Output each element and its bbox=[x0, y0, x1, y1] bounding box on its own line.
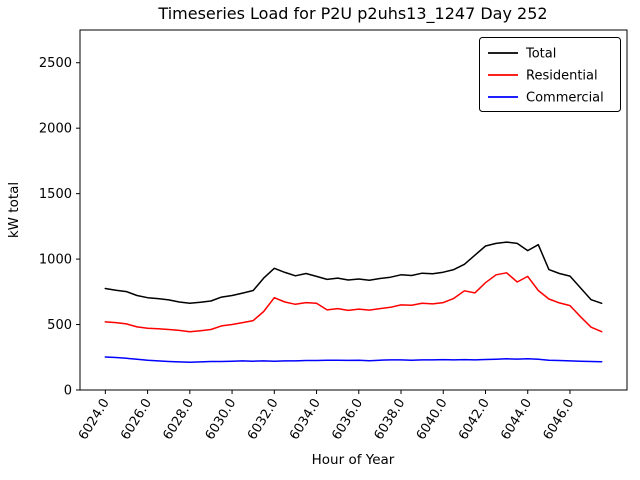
y-tick-label: 0 bbox=[64, 384, 72, 399]
x-tick-label: 6032.0 bbox=[245, 396, 282, 443]
x-tick-label: 6026.0 bbox=[118, 396, 155, 443]
x-tick-label: 6034.0 bbox=[287, 396, 324, 443]
legend-label-commercial: Commercial bbox=[526, 91, 604, 106]
x-tick-label: 6046.0 bbox=[541, 396, 578, 443]
y-tick-label: 1000 bbox=[39, 253, 72, 268]
axes-spines bbox=[79, 29, 628, 391]
x-tick-label: 6024.0 bbox=[76, 396, 113, 443]
legend: Total Residential Commercial bbox=[479, 37, 621, 112]
legend-frame bbox=[479, 37, 621, 112]
legend-label-residential: Residential bbox=[526, 69, 598, 84]
series-lines bbox=[104, 241, 603, 363]
x-axis-label: Hour of Year bbox=[312, 452, 395, 468]
legend-label-total: Total bbox=[525, 47, 556, 62]
x-tick-label: 6038.0 bbox=[372, 396, 409, 443]
x-tick-label: 6036.0 bbox=[329, 396, 366, 443]
chart-title: Timeseries Load for P2U p2uhs13_1247 Day… bbox=[157, 4, 547, 24]
x-tick-label: 6028.0 bbox=[160, 396, 197, 443]
y-tick-label: 2500 bbox=[39, 56, 72, 71]
series-line-residential bbox=[104, 272, 603, 333]
y-tick-label: 1500 bbox=[39, 187, 72, 202]
y-tick-label: 500 bbox=[47, 318, 72, 333]
x-tick-label: 6030.0 bbox=[203, 396, 240, 443]
x-tick-label: 6040.0 bbox=[414, 396, 451, 443]
y-tick-label: 2000 bbox=[39, 122, 72, 137]
x-tick-label: 6042.0 bbox=[456, 396, 493, 443]
series-line-total bbox=[104, 241, 603, 305]
x-tick-label: 6044.0 bbox=[498, 396, 535, 443]
y-axis-label: kW total bbox=[6, 182, 22, 238]
series-line-commercial bbox=[104, 356, 603, 363]
